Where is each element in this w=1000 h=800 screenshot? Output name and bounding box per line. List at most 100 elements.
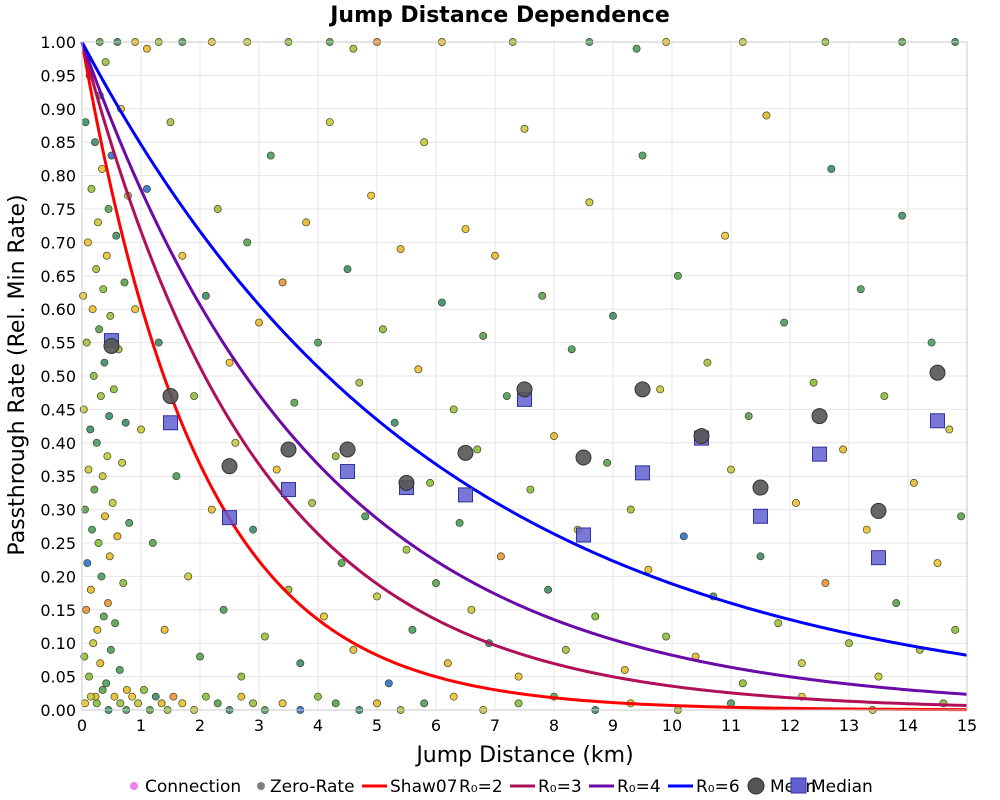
data-point: [437, 298, 446, 307]
data-point: [809, 378, 818, 387]
data-point: [520, 124, 529, 133]
data-point: [111, 619, 119, 628]
data-point: [951, 625, 960, 634]
legend: Connection Zero-Rate Shaw07 R₀=2 R₀=3 R₀…: [130, 777, 873, 797]
mean-marker: [693, 428, 710, 445]
data-point: [331, 452, 340, 461]
data-point: [83, 238, 92, 247]
data-point: [349, 44, 358, 53]
data-point: [142, 185, 151, 193]
data-point: [603, 458, 612, 467]
data-point: [99, 285, 108, 294]
data-point: [721, 231, 730, 240]
legend-connection-label: Connection: [145, 777, 241, 797]
data-point: [909, 478, 918, 487]
data-point: [131, 305, 140, 314]
y-tick-label: 0.80: [40, 167, 76, 186]
x-tick-label: 5: [372, 716, 382, 735]
y-tick-label: 1.00: [40, 33, 76, 52]
data-point: [237, 672, 246, 681]
median-marker: [576, 527, 591, 543]
median-marker: [458, 487, 473, 503]
legend-connection-marker: [130, 782, 138, 790]
data-point: [105, 412, 114, 421]
mean-marker: [575, 449, 592, 466]
data-point: [927, 338, 936, 347]
data-point: [105, 552, 114, 561]
median-marker: [812, 446, 827, 462]
x-tick-label: 9: [608, 716, 618, 735]
data-point: [99, 612, 108, 621]
data-point: [467, 605, 476, 614]
data-point: [98, 686, 107, 694]
y-tick-label: 0.90: [40, 100, 76, 119]
data-point: [933, 559, 942, 567]
data-point: [86, 425, 95, 434]
y-tick-label: 0.50: [40, 367, 76, 386]
data-point: [898, 211, 907, 220]
data-point: [756, 552, 765, 561]
data-point: [278, 278, 287, 287]
y-tick-label: 0.20: [40, 567, 76, 586]
data-point: [102, 251, 111, 260]
data-point: [82, 338, 91, 347]
data-point: [213, 699, 222, 708]
data-point: [125, 519, 134, 527]
mean-marker: [339, 441, 356, 458]
data-point: [104, 205, 113, 213]
data-point: [314, 338, 322, 347]
data-point: [128, 692, 137, 701]
y-tick-label: 0.15: [40, 601, 76, 620]
data-point: [196, 652, 204, 661]
data-point: [638, 151, 647, 160]
data-point: [102, 679, 111, 688]
data-point: [166, 118, 175, 127]
data-point: [343, 265, 352, 274]
data-point: [550, 432, 558, 441]
y-tick-label: 0.95: [40, 66, 76, 85]
data-point: [432, 579, 440, 588]
data-point: [96, 392, 105, 400]
data-point: [420, 699, 429, 708]
y-tick-label: 0.65: [40, 267, 76, 286]
mean-marker: [221, 458, 238, 475]
data-point: [856, 285, 865, 294]
data-point: [92, 699, 101, 708]
data-point: [945, 425, 954, 434]
median-marker: [163, 415, 178, 431]
data-point: [95, 325, 104, 334]
y-tick-label: 0.00: [40, 701, 76, 720]
mean-marker: [103, 337, 120, 354]
data-point: [260, 632, 269, 641]
data-point: [679, 532, 688, 541]
median-marker: [281, 482, 296, 498]
data-point: [473, 445, 482, 454]
data-point: [620, 665, 629, 674]
data-point: [160, 625, 169, 634]
mean-marker: [634, 381, 651, 398]
y-tick-label: 0.60: [40, 300, 76, 319]
data-point: [662, 632, 671, 641]
median-marker: [635, 465, 650, 481]
data-point: [231, 438, 240, 447]
data-point: [373, 592, 381, 601]
data-point: [656, 385, 665, 394]
data-point: [378, 325, 387, 334]
data-point: [420, 138, 429, 147]
data-point: [514, 699, 523, 708]
data-point: [538, 291, 547, 300]
data-point: [673, 271, 682, 280]
data-point: [314, 692, 322, 701]
data-point: [89, 372, 98, 380]
data-point: [426, 478, 435, 487]
mean-marker: [457, 444, 474, 461]
y-tick-label: 0.35: [40, 467, 76, 486]
data-point: [81, 118, 90, 127]
data-point: [213, 205, 222, 213]
x-tick-label: 1: [136, 716, 146, 735]
chart-title: Jump Distance Dependence: [328, 3, 670, 28]
data-point: [957, 512, 966, 521]
data-point: [109, 385, 118, 394]
data-point: [90, 485, 99, 494]
data-point: [644, 565, 653, 574]
